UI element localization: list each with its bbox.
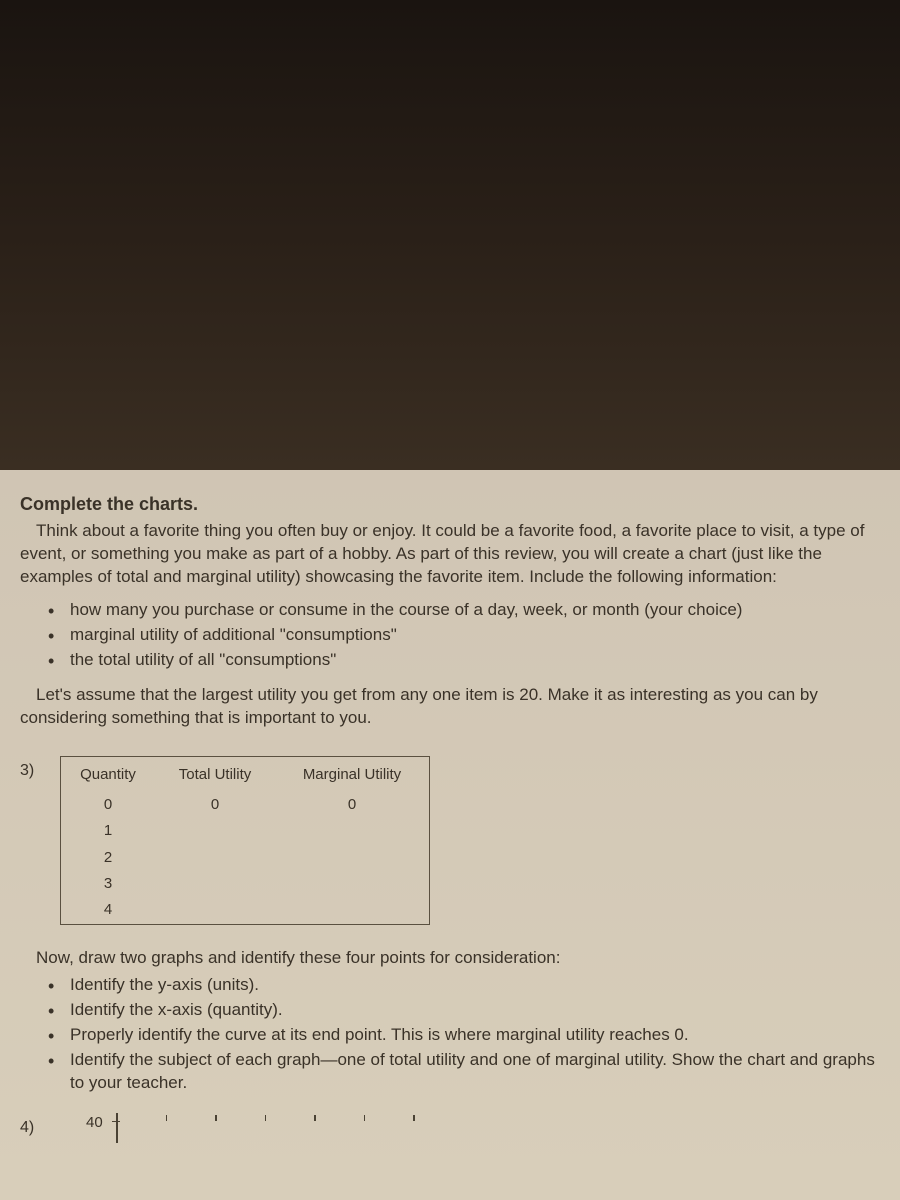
table-header-quantity: Quantity [63,759,153,791]
intro-paragraph: Think about a favorite thing you often b… [20,520,880,589]
cell-marginal-utility [277,846,427,870]
x-axis-ticks [116,1113,463,1121]
cell-total-utility [155,872,275,896]
list-item: the total utility of all "consumptions" [48,649,880,672]
list-item: Identify the subject of each graph—one o… [48,1049,880,1095]
table-row: 4 [63,898,427,922]
photo-dark-background [0,0,900,470]
info-bullet-list: how many you purchase or consume in the … [48,599,880,672]
cell-quantity: 2 [63,846,153,870]
y-axis-tick [112,1121,120,1123]
table-row: 1 [63,819,427,843]
y-axis-tick-label: 40 [86,1113,103,1133]
cell-quantity: 4 [63,898,153,922]
cell-quantity: 3 [63,872,153,896]
table-header-total-utility: Total Utility [155,759,275,791]
question-3-row: 3) Quantity Total Utility Marginal Utili… [20,756,880,926]
table-row: 3 [63,872,427,896]
table-row: 0 0 0 [63,793,427,817]
cell-total-utility [155,846,275,870]
cell-marginal-utility: 0 [277,793,427,817]
question-number-4: 4) [20,1113,60,1139]
list-item: Identify the y-axis (units). [48,974,880,997]
table-row: 2 [63,846,427,870]
cell-marginal-utility [277,819,427,843]
cell-total-utility [155,898,275,922]
table-header-marginal-utility: Marginal Utility [277,759,427,791]
cell-quantity: 1 [63,819,153,843]
assumption-paragraph: Let's assume that the largest utility yo… [20,684,880,730]
question-4-row: 4) 40 [20,1113,880,1143]
cell-total-utility: 0 [155,793,275,817]
worksheet-page: Complete the charts. Think about a favor… [0,470,900,1200]
graph-instructions: Now, draw two graphs and identify these … [20,947,880,970]
list-item: Properly identify the curve at its end p… [48,1024,880,1047]
cell-total-utility [155,819,275,843]
section-heading: Complete the charts. [20,492,880,516]
list-item: Identify the x-axis (quantity). [48,999,880,1022]
list-item: marginal utility of additional "consumpt… [48,624,880,647]
question-number-3: 3) [20,756,60,782]
graph-axis-stub: 40 [82,1113,482,1143]
cell-marginal-utility [277,898,427,922]
cell-marginal-utility [277,872,427,896]
list-item: how many you purchase or consume in the … [48,599,880,622]
graph-bullet-list: Identify the y-axis (units). Identify th… [48,974,880,1095]
cell-quantity: 0 [63,793,153,817]
utility-table: Quantity Total Utility Marginal Utility … [60,756,430,926]
